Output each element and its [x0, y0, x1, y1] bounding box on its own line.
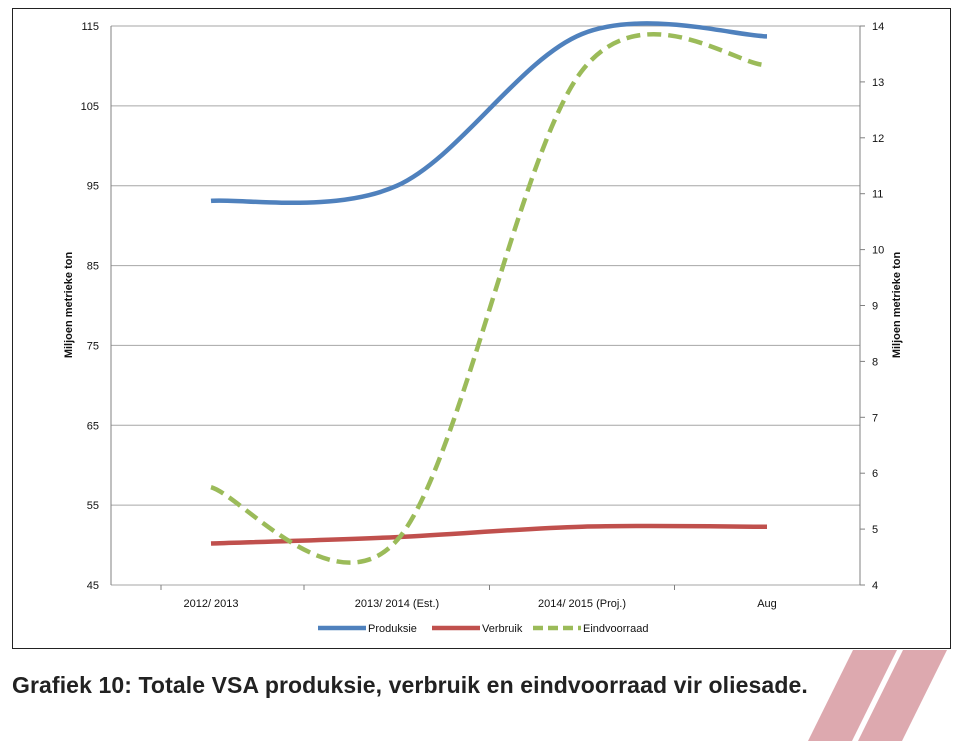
right-tick-label: 10	[872, 245, 884, 257]
left-tick-label: 105	[81, 101, 99, 113]
right-tick-label: 11	[872, 189, 883, 201]
right-tick-label: 8	[872, 356, 878, 368]
series-line-produksie	[210, 21, 768, 206]
x-tick-label: 2012/ 2013	[183, 598, 238, 610]
grid-lines	[111, 25, 860, 586]
series-line-eindvoorraad	[210, 32, 768, 565]
series-line-verbruik	[210, 523, 768, 546]
chart-caption: Grafiek 10: Totale VSA produksie, verbru…	[12, 672, 808, 698]
right-tick-label: 5	[872, 524, 878, 536]
watermark-stripes	[808, 650, 947, 741]
right-tick-label: 9	[872, 301, 878, 313]
legend-label-verbruik: Verbruik	[482, 623, 523, 635]
left-tick-label: 65	[87, 420, 99, 432]
series-lines	[210, 21, 768, 565]
x-tick-label: 2014/ 2015 (Proj.)	[538, 598, 626, 610]
left-tick-label: 115	[81, 21, 99, 33]
left-tick-label: 75	[87, 340, 99, 352]
right-tick-label: 13	[872, 77, 884, 89]
right-tick-label: 14	[872, 21, 884, 33]
right-axis-title: Miljoen metrieke ton	[891, 252, 903, 359]
x-tick-label: 2013/ 2014 (Est.)	[355, 598, 439, 610]
axes: 45556575859510511545678910111213142012/ …	[63, 21, 903, 610]
right-tick-label: 7	[872, 412, 878, 424]
x-tick-label: Aug	[757, 598, 777, 610]
left-tick-label: 45	[87, 580, 99, 592]
watermark-stripe	[808, 650, 897, 741]
left-tick-label: 85	[87, 261, 99, 273]
left-tick-label: 95	[87, 181, 99, 193]
right-tick-label: 4	[872, 580, 878, 592]
left-axis-title: Miljoen metrieke ton	[63, 252, 75, 359]
legend: Produksie Verbruik Eindvoorraad	[318, 623, 648, 635]
legend-label-produksie: Produksie	[368, 623, 417, 635]
legend-label-eindvoorraad: Eindvoorraad	[583, 623, 648, 635]
left-tick-label: 55	[87, 500, 99, 512]
right-tick-label: 6	[872, 468, 878, 480]
watermark-stripe	[858, 650, 947, 741]
right-tick-label: 12	[872, 133, 884, 145]
